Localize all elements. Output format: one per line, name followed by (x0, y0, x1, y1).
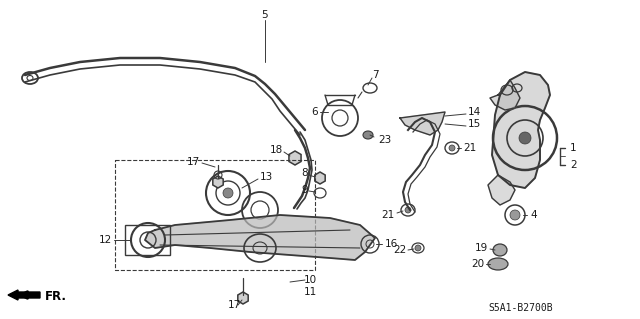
Text: 2: 2 (570, 160, 577, 170)
Text: 19: 19 (475, 243, 488, 253)
Text: 21: 21 (381, 210, 395, 220)
Text: 14: 14 (468, 107, 481, 117)
Polygon shape (145, 215, 375, 260)
Polygon shape (492, 72, 550, 188)
Text: 21: 21 (463, 143, 476, 153)
Text: 7: 7 (372, 70, 379, 80)
Text: 10: 10 (303, 275, 317, 285)
Text: 4: 4 (530, 210, 536, 220)
FancyArrow shape (8, 290, 40, 300)
Ellipse shape (223, 188, 233, 198)
Text: 15: 15 (468, 119, 481, 129)
Text: 1: 1 (570, 143, 577, 153)
Ellipse shape (493, 244, 507, 256)
Text: 16: 16 (385, 239, 398, 249)
Text: 20: 20 (471, 259, 484, 269)
Ellipse shape (510, 210, 520, 220)
Text: S5A1-B2700B: S5A1-B2700B (488, 303, 552, 313)
Text: 5: 5 (262, 10, 268, 20)
Text: 8: 8 (301, 168, 308, 178)
Text: 9: 9 (301, 185, 308, 195)
Polygon shape (488, 175, 515, 205)
Bar (125, 225, 170, 255)
Text: 6: 6 (312, 107, 318, 117)
Ellipse shape (363, 131, 373, 139)
Bar (115, 160, 315, 270)
Text: 22: 22 (393, 245, 406, 255)
Text: FR.: FR. (45, 290, 67, 302)
Text: 17: 17 (187, 157, 200, 167)
Text: 17: 17 (228, 300, 241, 310)
Text: 13: 13 (260, 172, 273, 182)
Polygon shape (400, 112, 445, 135)
Text: 18: 18 (269, 145, 283, 155)
Text: 23: 23 (378, 135, 391, 145)
Polygon shape (490, 80, 520, 110)
Ellipse shape (449, 145, 455, 151)
Ellipse shape (405, 207, 411, 213)
Ellipse shape (415, 245, 421, 251)
Text: 11: 11 (303, 287, 317, 297)
Text: 12: 12 (99, 235, 112, 245)
Ellipse shape (488, 258, 508, 270)
Ellipse shape (519, 132, 531, 144)
